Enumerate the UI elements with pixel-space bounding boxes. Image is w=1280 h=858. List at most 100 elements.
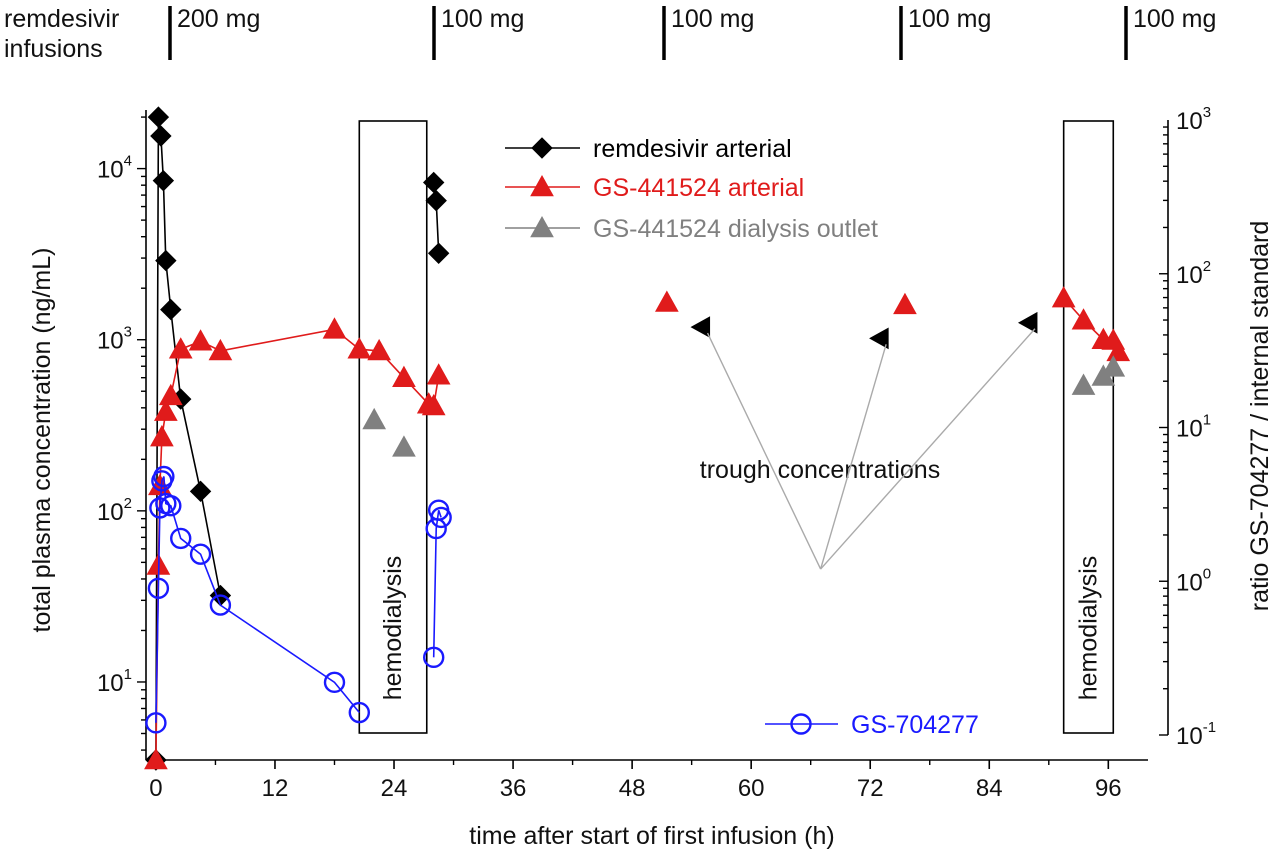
data-point bbox=[160, 495, 182, 517]
y-right-tick-label: 100 bbox=[1176, 565, 1211, 596]
legend: remdesivir arterial GS-441524 arterial G… bbox=[505, 135, 979, 739]
x-tick-label: 24 bbox=[381, 775, 408, 802]
series-gs441524-dialysis-outlet bbox=[362, 355, 1126, 457]
y-left-tick-label: 104 bbox=[97, 153, 132, 184]
hemodialysis-boxes: hemodialysis hemodialysis bbox=[358, 120, 1115, 734]
data-point bbox=[153, 399, 178, 421]
data-point bbox=[1106, 339, 1131, 362]
legend-marker bbox=[530, 174, 554, 197]
data-point bbox=[430, 506, 452, 529]
x-tick-label: 84 bbox=[976, 775, 1003, 802]
legend-marker bbox=[790, 713, 812, 735]
series-layer bbox=[144, 106, 1131, 771]
data-point bbox=[392, 365, 416, 387]
data-point bbox=[1017, 311, 1038, 334]
infusion-dose-label: 100 mg bbox=[441, 5, 524, 33]
legend-label-remdesivir-arterial: remdesivir arterial bbox=[593, 135, 792, 163]
data-point bbox=[426, 363, 451, 385]
data-point bbox=[147, 577, 170, 599]
data-point bbox=[208, 338, 233, 361]
data-point bbox=[189, 480, 212, 503]
series-gs704277 bbox=[145, 465, 452, 734]
data-point bbox=[427, 242, 450, 264]
data-point bbox=[347, 337, 372, 359]
infusion-label-line2: infusions bbox=[4, 35, 103, 63]
legend-label-gs704277: GS-704277 bbox=[851, 711, 979, 739]
data-point bbox=[189, 543, 212, 565]
data-point bbox=[1071, 373, 1096, 395]
y-axis-left-ticks: 101 102 103 104 bbox=[97, 116, 146, 751]
y-right-tick-label: 10-1 bbox=[1176, 719, 1216, 750]
data-point bbox=[145, 712, 167, 734]
data-point bbox=[893, 292, 917, 315]
data-point bbox=[170, 527, 192, 550]
data-point bbox=[322, 317, 347, 339]
legend-markers bbox=[505, 137, 838, 735]
data-point bbox=[425, 189, 447, 212]
x-axis-ticks: 0 12 24 36 48 60 72 84 96 bbox=[149, 760, 1122, 802]
data-point bbox=[654, 290, 679, 312]
infusion-dose-label: 200 mg bbox=[177, 5, 260, 33]
data-point bbox=[150, 425, 174, 447]
y-right-tick-label: 103 bbox=[1176, 104, 1211, 135]
data-point bbox=[144, 747, 168, 770]
data-point bbox=[348, 701, 370, 724]
data-point bbox=[147, 106, 170, 128]
data-point bbox=[1101, 355, 1126, 377]
infusion-dose-label: 100 mg bbox=[908, 5, 991, 33]
series-remdesivir-trough bbox=[690, 311, 1038, 350]
series-gs441524-arterial bbox=[144, 286, 1131, 770]
data-point bbox=[367, 338, 391, 361]
hemodialysis-box bbox=[358, 120, 428, 734]
data-point bbox=[153, 465, 175, 488]
data-point bbox=[155, 249, 177, 272]
annotation-arrow-line bbox=[820, 328, 1036, 570]
legend-marker bbox=[531, 137, 553, 159]
legend-label-gs441524-arterial: GS-441524 arterial bbox=[593, 174, 804, 202]
x-tick-label: 72 bbox=[857, 775, 884, 802]
data-point bbox=[188, 329, 213, 351]
x-tick-label: 96 bbox=[1095, 775, 1122, 802]
x-tick-label: 12 bbox=[262, 775, 289, 802]
series-remdesivir-arterial bbox=[145, 106, 450, 771]
data-point bbox=[152, 169, 175, 192]
y-axis-right-ticks: 10-1 100 101 102 103 bbox=[1159, 104, 1216, 750]
data-point bbox=[150, 125, 172, 147]
data-point bbox=[690, 316, 711, 338]
data-point bbox=[323, 671, 346, 694]
y-axis-left-title: total plasma concentration (ng/mL) bbox=[28, 248, 56, 633]
data-point bbox=[392, 435, 416, 457]
data-point bbox=[158, 383, 183, 406]
y-left-tick-label: 101 bbox=[97, 666, 132, 697]
data-point bbox=[149, 497, 171, 519]
series-line bbox=[155, 328, 440, 761]
data-point bbox=[869, 327, 889, 350]
legend-label-gs441524-dialysis-outlet: GS-441524 dialysis outlet bbox=[593, 215, 878, 243]
y-left-tick-label: 103 bbox=[97, 324, 132, 355]
legend-marker bbox=[530, 215, 554, 238]
trough-annotation-label: trough concentrations bbox=[700, 456, 940, 484]
infusion-dose-label: 100 mg bbox=[1133, 5, 1216, 33]
series-line bbox=[155, 476, 360, 723]
y-axis-right-title: ratio GS-704277 / internal standard bbox=[1246, 221, 1274, 612]
data-point bbox=[168, 337, 193, 359]
data-point bbox=[209, 594, 232, 616]
annotation-layer: trough concentrations bbox=[700, 328, 1036, 570]
x-axis-title: time after start of first infusion (h) bbox=[469, 822, 834, 850]
data-point bbox=[423, 646, 445, 669]
annotation-arrow-line bbox=[706, 332, 822, 570]
hemodialysis-label: hemodialysis bbox=[379, 556, 407, 701]
x-tick-label: 48 bbox=[619, 775, 646, 802]
data-point bbox=[1071, 308, 1096, 330]
y-right-tick-label: 102 bbox=[1176, 258, 1211, 289]
infusion-dose-label: 100 mg bbox=[671, 5, 754, 33]
data-point bbox=[160, 298, 182, 321]
data-point bbox=[362, 407, 387, 430]
y-right-tick-label: 101 bbox=[1176, 412, 1211, 443]
data-point bbox=[1051, 286, 1076, 308]
x-tick-label: 60 bbox=[738, 775, 765, 802]
series-line bbox=[432, 509, 442, 658]
hemodialysis-box bbox=[1062, 120, 1115, 734]
